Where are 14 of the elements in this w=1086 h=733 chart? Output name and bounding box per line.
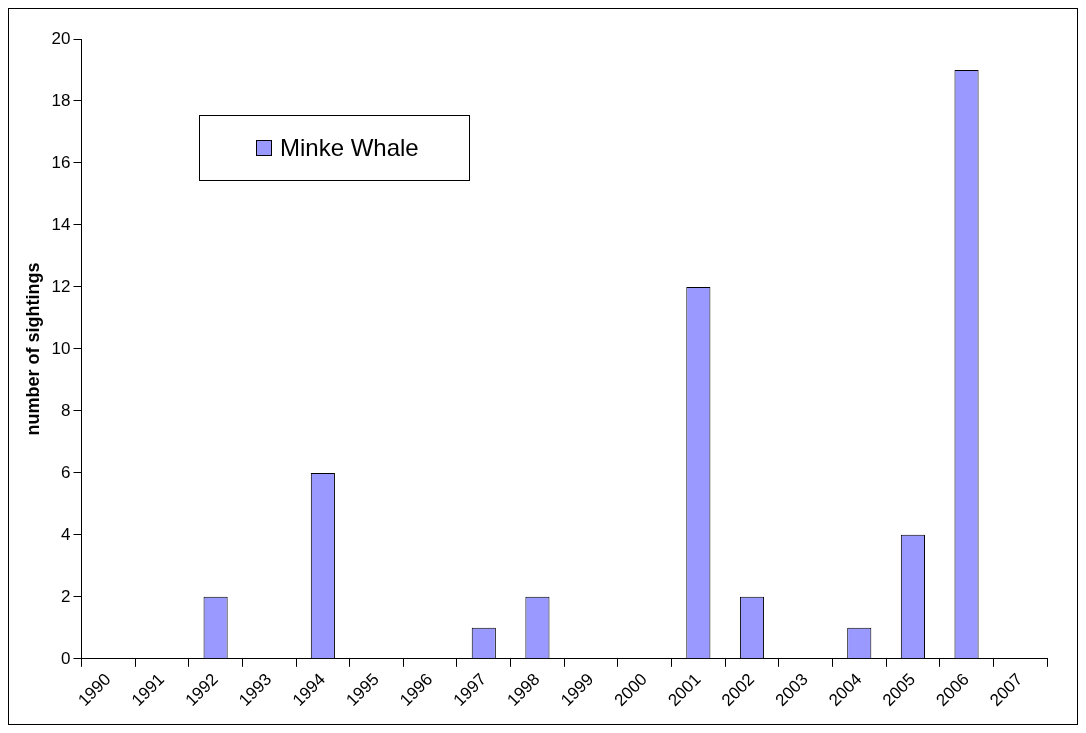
y-tick-label: 10 xyxy=(51,338,71,358)
legend-label: Minke Whale xyxy=(280,134,419,162)
y-tick-label: 4 xyxy=(61,524,71,544)
y-tick-label: 18 xyxy=(51,90,71,110)
y-axis-title: number of sightings xyxy=(22,262,43,436)
y-tick-label: 12 xyxy=(51,276,71,296)
y-tick-label: 16 xyxy=(51,152,71,172)
y-tick-label: 6 xyxy=(61,462,71,482)
y-tick-label: 2 xyxy=(61,586,71,606)
y-tick-label: 14 xyxy=(51,214,71,234)
legend-frame: Minke Whale xyxy=(199,115,470,181)
y-tick-label: 20 xyxy=(51,28,71,48)
y-tick-label: 0 xyxy=(61,648,71,668)
y-tick-label: 8 xyxy=(61,400,71,420)
